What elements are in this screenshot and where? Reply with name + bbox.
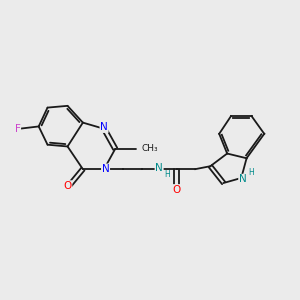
Text: O: O — [172, 185, 181, 195]
Text: N: N — [239, 174, 247, 184]
Text: N: N — [102, 164, 110, 174]
Text: H: H — [249, 168, 254, 177]
Text: F: F — [15, 124, 20, 134]
Text: O: O — [63, 181, 72, 191]
Text: N: N — [155, 163, 163, 173]
Text: N: N — [100, 122, 108, 132]
Text: CH₃: CH₃ — [141, 144, 158, 153]
Text: H: H — [164, 170, 170, 179]
